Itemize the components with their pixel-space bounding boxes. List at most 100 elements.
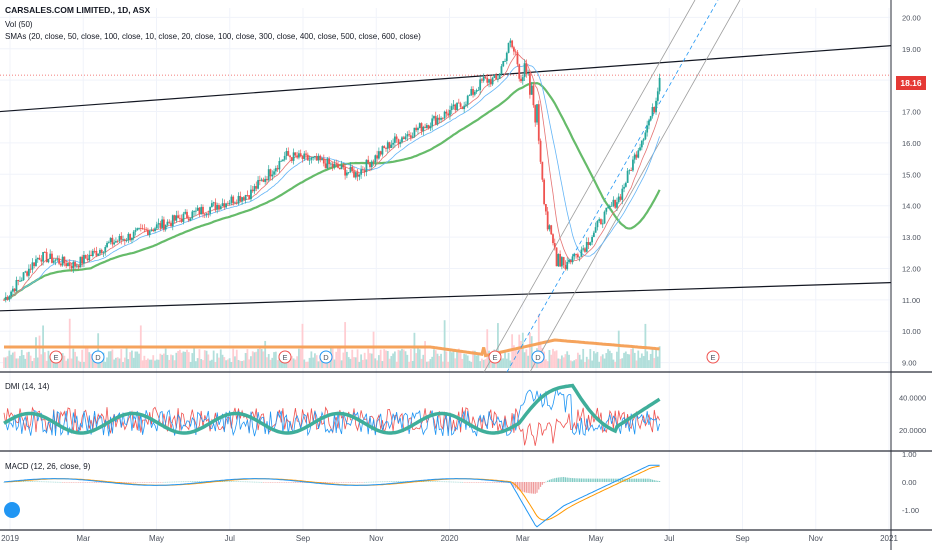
volume-bar: [552, 348, 554, 368]
macd-histogram-bar: [545, 481, 547, 483]
macd-histogram-bar: [198, 481, 201, 482]
volume-bar: [111, 349, 114, 368]
volume-bar: [273, 352, 275, 368]
candle-body: [3, 299, 5, 301]
time-axis-label: Sep: [296, 534, 311, 543]
volume-bar: [491, 360, 494, 368]
candle-body: [454, 104, 457, 110]
candle-body: [170, 222, 172, 227]
volume-bar: [614, 361, 617, 368]
candle-body: [491, 77, 494, 85]
macd-histogram-bar: [63, 482, 66, 483]
candle-body: [328, 158, 331, 165]
candle-body: [518, 64, 521, 79]
macd-histogram-bar: [197, 481, 199, 482]
macd-histogram-bar: [493, 482, 495, 483]
macd-histogram-bar: [65, 482, 67, 483]
volume-bar: [289, 356, 291, 368]
volume-bar: [653, 358, 656, 368]
volume-bar: [250, 356, 252, 368]
macd-histogram-bar: [346, 482, 348, 483]
candle-body: [70, 265, 73, 269]
macd-histogram-bar: [168, 481, 170, 483]
candle-body: [418, 123, 421, 129]
volume-bar: [278, 354, 281, 368]
macd-histogram-bar: [392, 481, 394, 482]
candle-body: [658, 77, 661, 92]
volume-bar: [520, 340, 522, 368]
macd-histogram-bar: [458, 481, 460, 483]
time-axis-label: Nov: [369, 534, 383, 543]
candle-body: [420, 123, 423, 132]
macd-histogram-bar: [136, 482, 138, 483]
macd-tick-label: 0.00: [902, 478, 917, 487]
candle-body: [77, 265, 80, 268]
candle-body: [168, 221, 171, 223]
volume-bar: [15, 358, 18, 368]
macd-histogram-bar: [51, 481, 53, 483]
candle-body: [401, 137, 403, 142]
candle-body: [4, 296, 7, 300]
candle-body: [314, 156, 316, 158]
macd-histogram-bar: [275, 482, 277, 483]
volume-bar: [555, 350, 558, 368]
volume-bar: [239, 360, 242, 368]
macd-line: [3, 464, 660, 528]
macd-histogram-bar: [293, 482, 295, 483]
candle-body: [298, 153, 300, 158]
candle-body: [386, 142, 389, 149]
macd-histogram-bar: [380, 481, 382, 483]
candle-body: [166, 221, 169, 225]
candle-body: [408, 134, 410, 136]
volume-bar: [649, 353, 652, 368]
volume-bar: [379, 349, 382, 368]
macd-histogram-bar: [559, 477, 561, 482]
macd-histogram-bar: [436, 481, 439, 482]
candle-body: [109, 237, 112, 243]
volume-bar: [189, 361, 192, 368]
candle-body: [555, 247, 558, 267]
volume-bar: [527, 355, 530, 368]
time-axis-label: 2020: [441, 534, 459, 543]
candle-body: [383, 146, 386, 149]
macd-histogram-bar: [362, 482, 364, 483]
candle-body: [541, 161, 544, 180]
macd-histogram-bar: [520, 482, 522, 492]
volume-bar: [122, 361, 124, 368]
volume-bar: [351, 349, 354, 368]
candle-body: [266, 178, 268, 181]
candle-body: [219, 206, 222, 210]
volume-bar: [159, 353, 162, 368]
candle-body: [457, 102, 460, 104]
candle-body: [81, 256, 84, 264]
macd-histogram-bar: [587, 478, 590, 482]
candle-body: [65, 263, 68, 267]
volume-bar: [433, 349, 435, 368]
volume-bar: [525, 349, 528, 368]
candle-body: [88, 254, 91, 261]
candle-body: [111, 237, 114, 245]
volume-bar: [505, 358, 508, 368]
volume-bar: [138, 353, 140, 368]
volume-bar: [166, 354, 169, 368]
price-tick-label: 11.00: [902, 296, 920, 305]
candle-body: [489, 79, 492, 85]
time-axis-label: Nov: [809, 534, 823, 543]
macd-histogram-bar: [490, 482, 492, 483]
macd-histogram-bar: [166, 481, 169, 483]
volume-bar: [529, 332, 531, 368]
volume-bar: [113, 359, 116, 368]
macd-histogram-bar: [657, 480, 659, 482]
macd-histogram-bar: [435, 481, 437, 482]
time-axis-label: Mar: [516, 534, 530, 543]
candle-body: [560, 257, 563, 267]
candle-body: [237, 195, 240, 204]
volume-bar: [429, 359, 432, 368]
candle-body: [573, 254, 576, 257]
volume-bar: [502, 358, 505, 368]
macd-histogram-bar: [584, 478, 586, 482]
macd-histogram-bar: [184, 481, 186, 483]
candle-body: [619, 196, 622, 200]
macd-histogram-bar: [651, 479, 654, 482]
